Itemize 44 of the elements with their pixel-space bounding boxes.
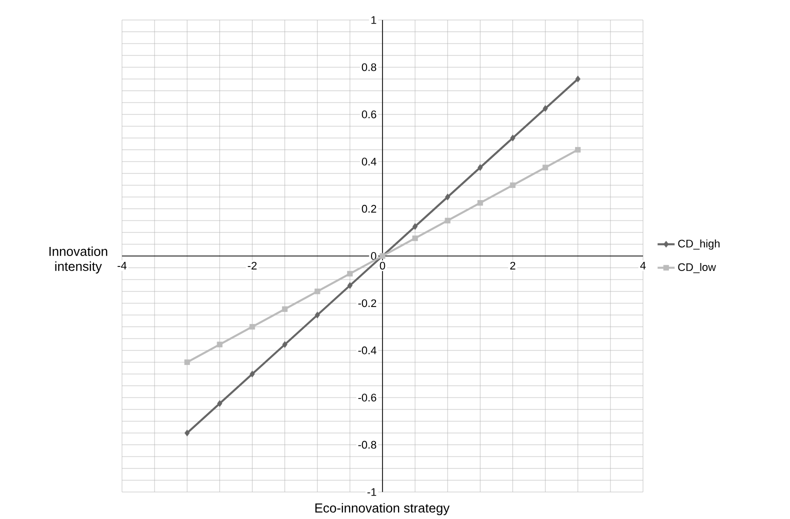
x-tick-label: 4: [640, 262, 646, 270]
point: [314, 312, 320, 318]
y-tick-label: 0.8: [362, 63, 376, 72]
point: [347, 282, 353, 289]
y-tick-label: 1: [371, 16, 376, 24]
point: [282, 306, 288, 312]
point: [250, 370, 255, 378]
point: [216, 342, 222, 348]
x-tick-label: -4: [118, 262, 127, 270]
point: [542, 105, 548, 112]
point: [478, 164, 483, 171]
point: [347, 270, 353, 276]
legend-label: CD_high: [678, 239, 720, 250]
point: [575, 76, 580, 82]
y-tick-label: -0.2: [358, 299, 376, 308]
y-tick-label: -0.6: [358, 394, 376, 402]
y-tick-label: 0.2: [362, 204, 376, 213]
point: [282, 341, 288, 348]
point: [444, 218, 450, 224]
point: [217, 400, 222, 407]
point: [184, 430, 190, 436]
y-axis-title: Innovation intensity: [49, 246, 108, 274]
point: [542, 164, 548, 170]
y-tick-label: -0.8: [358, 440, 376, 449]
x-tick-label: 0: [380, 262, 386, 270]
point: [510, 182, 516, 188]
x-tick-label: 2: [510, 262, 516, 270]
x-tick-label: -2: [248, 262, 257, 270]
point: [412, 223, 418, 230]
point: [575, 147, 581, 153]
point: [412, 236, 418, 242]
point: [249, 324, 256, 330]
legend-label: CD_low: [678, 262, 716, 274]
y-tick-label: 0: [371, 252, 376, 260]
y-tick-label: 0.4: [362, 158, 376, 166]
point: [477, 200, 483, 206]
x-axis-title: Eco-innovation strategy: [315, 503, 450, 516]
y-tick-label: -0.4: [358, 346, 376, 354]
point: [510, 134, 516, 142]
point: [314, 288, 320, 294]
y-tick-label: -1: [367, 488, 376, 496]
point: [184, 359, 190, 365]
point: [445, 194, 450, 200]
y-tick-label: 0.6: [362, 110, 376, 118]
